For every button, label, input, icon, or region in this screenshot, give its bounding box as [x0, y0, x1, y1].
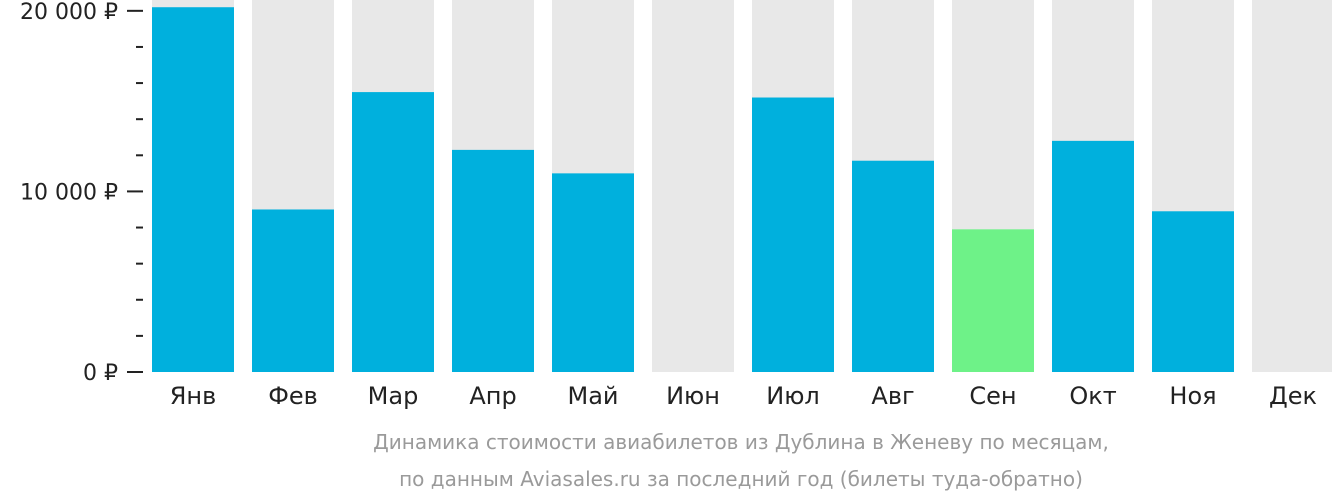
x-category-label: Ноя: [1169, 382, 1216, 410]
x-axis-labels: Янв Фев Мар Апр Май Июн Июл Авг Сен Окт Ноя Дек: [170, 382, 1317, 410]
bar-Авг[interactable]: [852, 160, 934, 372]
bar-Фев[interactable]: [252, 209, 334, 372]
x-category-label: Окт: [1069, 382, 1116, 410]
x-category-label: Июн: [666, 382, 720, 410]
x-category-label: Май: [567, 382, 618, 410]
y-tick-label: 20 000 ₽: [20, 0, 118, 25]
chart-caption-line-1: Динамика стоимости авиабилетов из Дублин…: [373, 430, 1109, 454]
x-category-label: Авг: [871, 382, 914, 410]
bar-Янв[interactable]: [152, 7, 234, 373]
chart-caption-line-2: по данным Aviasales.ru за последний год …: [399, 467, 1083, 491]
bar-Сен[interactable]: [952, 229, 1034, 372]
x-category-label: Апр: [469, 382, 516, 410]
bar-background: [652, 0, 734, 372]
price-bar-chart: 0 ₽ 10 000 ₽ 20 000 ₽ Янв Фев Мар Апр Май Июн Ию…: [20, 0, 1332, 410]
y-tick-label: 0 ₽: [83, 361, 118, 386]
bar-Июл[interactable]: [752, 97, 834, 373]
bars: [152, 0, 1332, 373]
x-category-label: Дек: [1269, 382, 1317, 410]
x-category-label: Фев: [268, 382, 318, 410]
bar-Окт[interactable]: [1052, 140, 1134, 372]
x-category-label: Июл: [766, 382, 820, 410]
bar-background: [1252, 0, 1332, 372]
y-tick-label: 10 000 ₽: [20, 180, 118, 205]
x-category-label: Мар: [368, 382, 419, 410]
bar-Ноя[interactable]: [1152, 211, 1234, 372]
x-category-label: Сен: [969, 382, 1016, 410]
bar-Май[interactable]: [552, 173, 634, 372]
bar-Апр[interactable]: [452, 149, 534, 372]
y-axis: 0 ₽ 10 000 ₽ 20 000 ₽: [20, 0, 143, 386]
x-category-label: Янв: [170, 382, 217, 410]
bar-Мар[interactable]: [352, 92, 434, 373]
